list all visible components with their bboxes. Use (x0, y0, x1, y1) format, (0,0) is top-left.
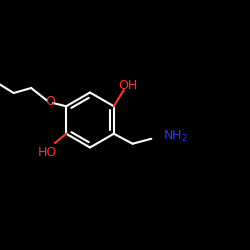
Text: NH$_2$: NH$_2$ (163, 129, 188, 144)
Text: OH: OH (119, 79, 138, 92)
Text: HO: HO (38, 146, 57, 159)
Text: O: O (45, 95, 55, 108)
